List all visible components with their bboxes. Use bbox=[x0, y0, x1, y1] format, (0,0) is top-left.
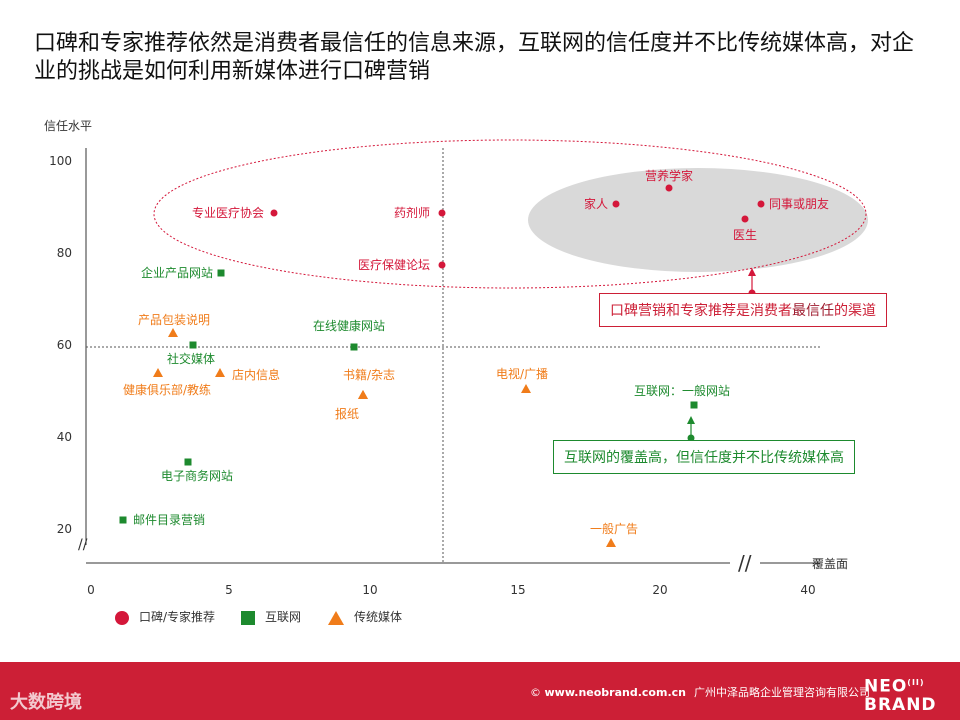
x-axis-break: // bbox=[738, 551, 752, 575]
y-axis-label: 信任水平 bbox=[44, 119, 93, 133]
x-tick-label: 15 bbox=[510, 583, 525, 597]
point-label: 在线健康网站 bbox=[313, 318, 385, 333]
footer-company: 广州中泽品略企业管理咨询有限公司 bbox=[694, 686, 870, 699]
callout-wom-text-a: 口碑营销和专家推荐是消费者 bbox=[610, 303, 792, 319]
callout-word-of-mouth: 口碑营销和专家推荐是消费者最信任的渠道 bbox=[599, 293, 887, 327]
scatter-chart: // // 100 80 60 40 20 0 5 10 15 20 40 覆盖面 专业医疗协会 药剂师医疗保… bbox=[49, 139, 868, 597]
legend-triangle-icon bbox=[328, 610, 344, 625]
point-label: 电子商务网站 bbox=[161, 468, 233, 483]
point-label: 报纸 bbox=[335, 406, 359, 421]
y-axis-break: // bbox=[78, 537, 88, 553]
x-tick-label: 10 bbox=[362, 583, 377, 597]
x-tick-label: 0 bbox=[87, 583, 95, 597]
legend-item-internet: 互联网 bbox=[241, 608, 301, 625]
point-marker bbox=[217, 269, 225, 277]
brand-mark: (II) bbox=[907, 678, 925, 687]
point-label: 产品包装说明 bbox=[138, 312, 210, 327]
brand-line1: NEO bbox=[864, 676, 908, 697]
legend-circle-icon bbox=[115, 610, 129, 625]
point-marker bbox=[741, 215, 749, 223]
brand-line2: BRAND bbox=[864, 694, 937, 715]
point-marker bbox=[606, 538, 616, 547]
callout-green-anchor bbox=[687, 434, 695, 442]
point-marker bbox=[215, 368, 225, 377]
point-label: 家人 bbox=[584, 196, 608, 211]
footer-website-link[interactable]: www.neobrand.com.cn bbox=[544, 686, 687, 699]
footer-bar bbox=[0, 662, 960, 720]
point-marker bbox=[665, 184, 673, 192]
point-label: 营养学家 bbox=[645, 168, 693, 183]
trust-ellipse bbox=[153, 139, 867, 289]
point-marker bbox=[184, 458, 192, 466]
x-axis-label: 覆盖面 bbox=[812, 557, 848, 571]
y-tick-label: 20 bbox=[57, 522, 72, 536]
legend-square-icon bbox=[241, 610, 255, 625]
point-label: 书籍/杂志 bbox=[343, 367, 395, 382]
point-marker bbox=[350, 343, 358, 351]
point-marker bbox=[153, 368, 163, 377]
point-label: 邮件目录营销 bbox=[133, 513, 205, 527]
y-tick-label: 40 bbox=[57, 430, 72, 444]
legend-label-internet: 互联网 bbox=[265, 610, 302, 624]
point-marker bbox=[757, 200, 765, 208]
point-label: 医疗保健论坛 bbox=[358, 258, 430, 272]
point-marker bbox=[438, 261, 446, 269]
point-marker bbox=[521, 384, 531, 393]
legend-item-traditional: 传统媒体 bbox=[328, 608, 402, 625]
point-label: 健康俱乐部/教练 bbox=[123, 382, 211, 397]
legend-item-wom: 口碑/专家推荐 bbox=[115, 608, 215, 625]
x-tick-label: 40 bbox=[800, 583, 815, 597]
point-label: 一般广告 bbox=[590, 521, 638, 536]
point-label: 电视/广播 bbox=[496, 366, 548, 381]
legend-label-wom: 口碑/专家推荐 bbox=[139, 610, 216, 624]
highlight-ellipse bbox=[528, 168, 868, 272]
point-marker bbox=[358, 390, 368, 399]
callout-internet: 互联网的覆盖高，但信任度并不比传统媒体高 bbox=[553, 440, 855, 474]
page-title: 口碑和专家推荐依然是消费者最信任的信息来源，互联网的信任度并不比传统媒体高，对企… bbox=[34, 31, 915, 84]
point-marker bbox=[270, 209, 278, 217]
callout-wom-text-b: 的渠道 bbox=[834, 303, 876, 319]
point-label: 医生 bbox=[733, 228, 757, 242]
point-label: 社交媒体 bbox=[167, 351, 215, 366]
point-marker bbox=[690, 401, 698, 409]
point-marker bbox=[438, 209, 446, 217]
point-label: 企业产品网站 bbox=[141, 265, 213, 280]
point-marker bbox=[189, 341, 197, 349]
point-label: 专业医疗协会 bbox=[192, 205, 264, 220]
point-label: 同事或朋友 bbox=[769, 197, 829, 211]
point-marker bbox=[119, 516, 127, 524]
y-tick-label: 60 bbox=[57, 338, 72, 352]
y-tick-label: 80 bbox=[57, 246, 72, 260]
point-marker bbox=[612, 200, 620, 208]
point-label: 药剂师 bbox=[394, 205, 430, 220]
callout-red-arrowhead bbox=[748, 268, 756, 276]
callout-wom-highlight: 最信任 bbox=[792, 303, 834, 319]
y-tick-label: 100 bbox=[49, 154, 72, 168]
watermark: 大数跨境 bbox=[10, 692, 82, 713]
footer-text: © www.neobrand.com.cn 广州中泽品略企业管理咨询有限公司 bbox=[530, 686, 870, 699]
point-marker bbox=[168, 328, 178, 337]
point-label: 店内信息 bbox=[232, 367, 280, 382]
point-label: 互联网：一般网站 bbox=[634, 383, 730, 398]
x-tick-label: 5 bbox=[225, 583, 233, 597]
brand-logo: NEO(II) BRAND bbox=[864, 674, 937, 714]
callout-green-arrowhead bbox=[687, 416, 695, 424]
legend-label-traditional: 传统媒体 bbox=[354, 610, 403, 624]
x-tick-label: 20 bbox=[652, 583, 667, 597]
